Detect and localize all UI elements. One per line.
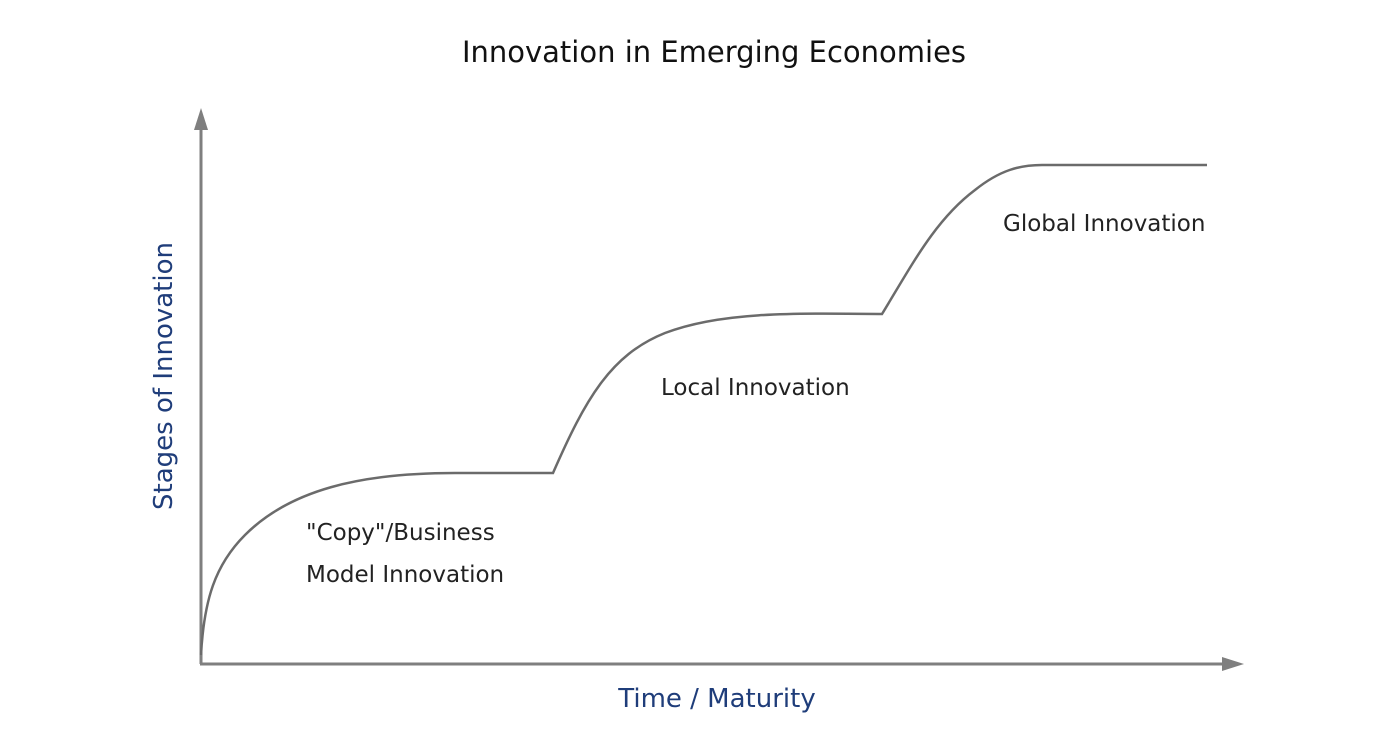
stage-label-copy-line1: "Copy"/Business: [306, 520, 495, 546]
x-axis-arrow: [1222, 657, 1244, 671]
y-axis-label: Stages of Innovation: [149, 242, 179, 510]
diagram-title: Innovation in Emerging Economies: [462, 35, 966, 69]
stage-label-global: Global Innovation: [1003, 211, 1205, 237]
stage-label-copy-line2: Model Innovation: [306, 562, 504, 588]
stage-label-local: Local Innovation: [661, 375, 850, 401]
y-axis-arrow: [194, 108, 208, 130]
x-axis-label: Time / Maturity: [617, 684, 815, 714]
